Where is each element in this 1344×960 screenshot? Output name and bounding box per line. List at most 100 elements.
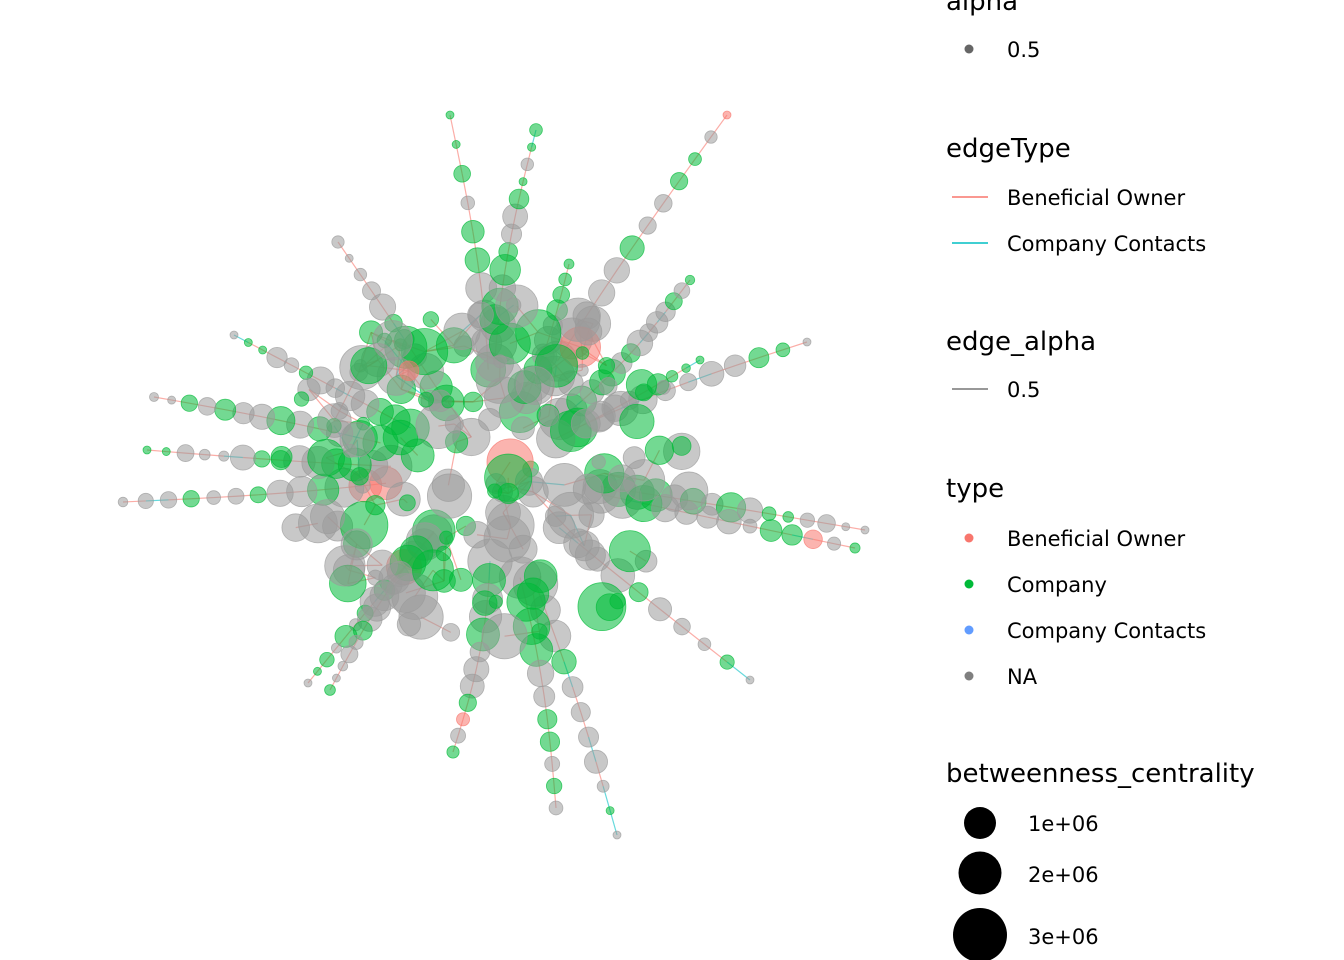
node [638,216,657,235]
node [330,642,342,654]
node [497,482,519,505]
node [340,645,359,664]
edge [449,114,457,145]
node [197,397,217,416]
node [596,779,610,793]
legend-label: 3e+06 [1028,925,1099,949]
node [860,525,870,535]
node [508,188,530,210]
node [608,464,636,493]
node [619,403,655,440]
legend-label: 1e+06 [1028,812,1099,836]
node [591,454,606,470]
legend-label: 0.5 [1007,38,1040,62]
node [398,494,416,512]
node [266,346,288,369]
node [350,467,369,486]
node [243,338,253,347]
legend-label: 0.5 [1007,378,1040,402]
node [142,445,152,455]
node [775,342,791,358]
node [671,436,692,456]
node [696,505,720,529]
node [599,377,618,396]
node [472,590,498,616]
node [679,373,698,392]
node [745,675,755,685]
node [344,253,354,263]
node [310,499,346,535]
node [467,301,494,329]
node [619,235,645,261]
node [527,142,537,152]
node [459,673,485,699]
node [418,391,434,408]
node [544,756,561,772]
legend-title: edgeType [946,134,1071,164]
node [369,293,397,321]
legend-label: Company Contacts [1007,619,1206,643]
node [748,347,770,369]
node [117,496,129,508]
node [353,267,368,282]
node [759,519,783,542]
node [723,354,747,377]
node [518,177,528,187]
node [415,403,462,449]
node [460,195,476,211]
node [307,438,345,477]
node [526,659,555,688]
node [719,654,735,670]
node [481,613,528,660]
node [654,194,673,213]
node [799,512,815,528]
node [665,370,679,383]
node [229,330,239,340]
node [253,450,271,468]
node [293,391,310,407]
node [458,693,477,712]
node [441,623,461,642]
node [456,712,470,727]
node [612,830,622,840]
node [574,317,603,346]
node [366,549,398,581]
legend-title: alpha [946,0,1018,17]
node [317,403,352,438]
node [539,731,561,752]
node [655,380,671,395]
node [303,678,313,688]
node [180,394,198,412]
node [227,487,245,505]
node [537,709,558,730]
legend-title: type [946,474,1004,504]
node [648,597,673,622]
legend-label: NA [1007,665,1038,689]
node [218,450,230,462]
legend-key [964,533,974,543]
node [446,745,460,759]
node [761,506,777,522]
node [229,444,256,471]
node [495,284,539,328]
node [531,623,548,640]
node [396,612,422,637]
node [451,140,461,149]
node [498,242,518,262]
node [232,402,255,425]
node [249,486,267,504]
legend-key [964,807,996,839]
node [849,542,861,554]
legend-title: edge_alpha [946,327,1096,357]
node [597,357,616,375]
node [464,247,491,273]
node [422,311,440,328]
node [669,471,709,511]
node [515,366,555,406]
legend-label: Company Contacts [1007,232,1206,256]
node [704,130,718,144]
node [684,274,696,286]
node [450,727,466,744]
